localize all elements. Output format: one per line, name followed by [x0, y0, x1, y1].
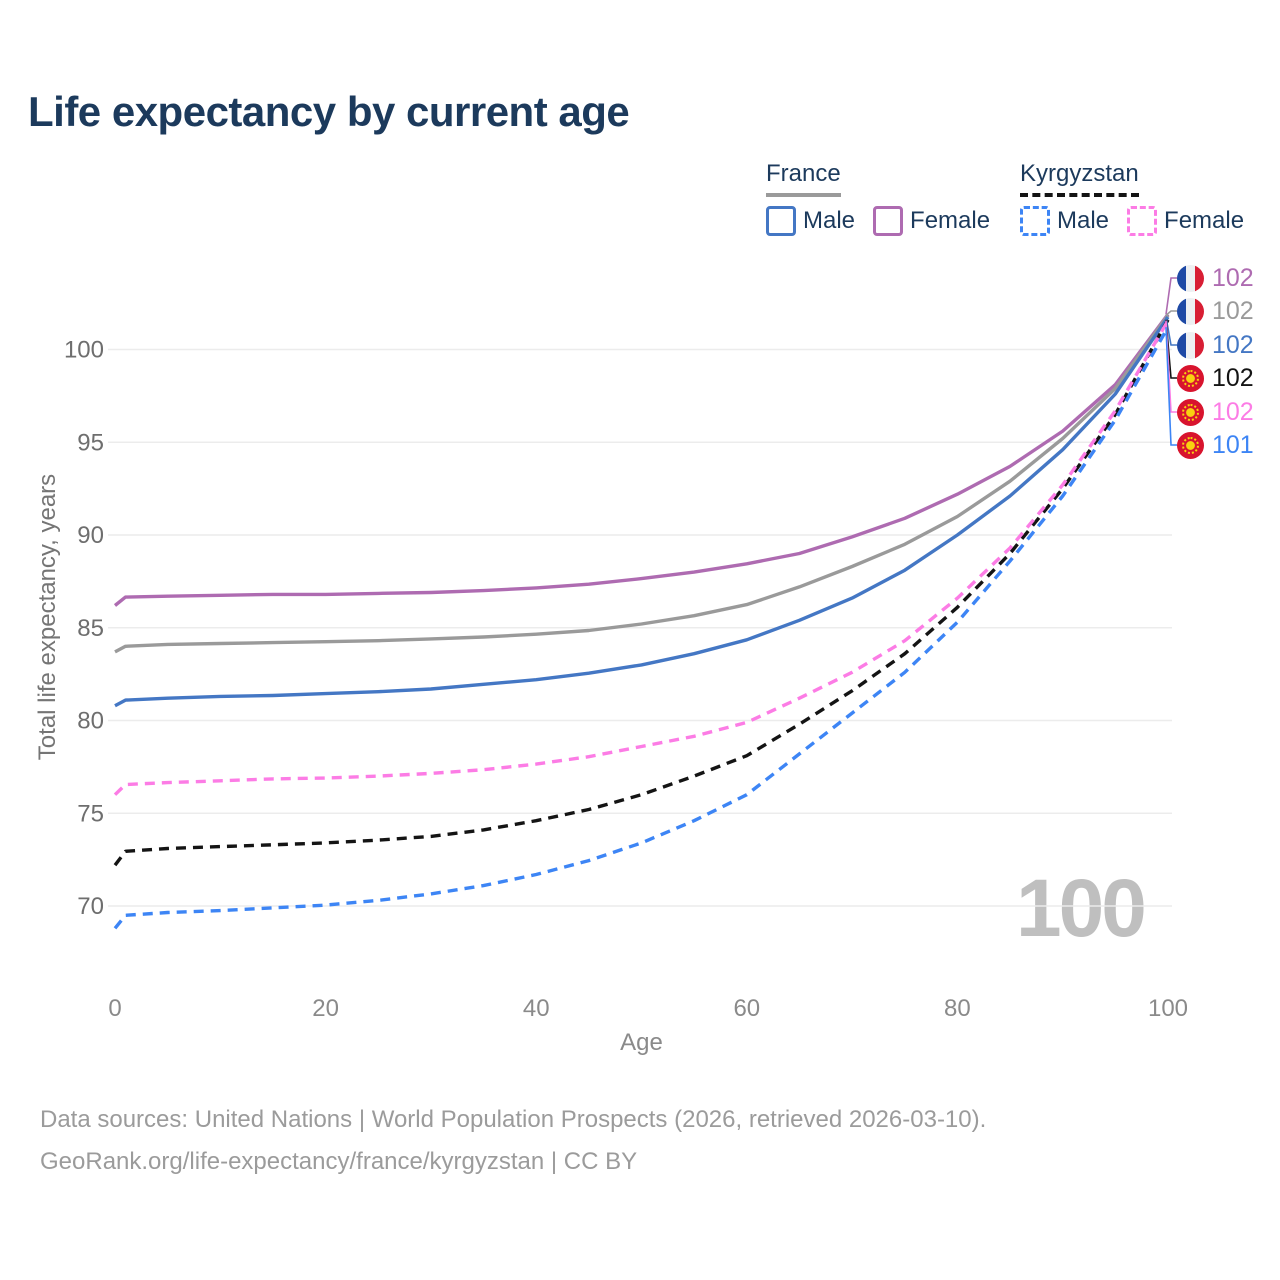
legend-country-label: France: [766, 160, 841, 197]
kyrgyzstan-sun-emblem: [1182, 437, 1199, 454]
legend-item-label: Female: [1164, 207, 1245, 234]
kyrgyzstan-flag-icon: [1177, 432, 1204, 459]
x-tick-20: 20: [312, 995, 339, 1022]
legend-item-france-male[interactable]: Male: [766, 206, 855, 236]
watermark-age-value: 100: [1016, 863, 1147, 954]
kyrgyzstan-flag-icon: [1177, 365, 1204, 392]
data-source-note: Data sources: United Nations | World Pop…: [40, 1106, 987, 1133]
legend-group-kyrgyzstan: Kyrgyzstan Male Female: [1020, 160, 1244, 236]
series-line-kyrgyzstan-male[interactable]: [113, 326, 1170, 930]
end-label-kyrgyzstan-total: 102: [1177, 364, 1254, 393]
leader-line-france-total: [1165, 310, 1177, 316]
series-line-kyrgyzstan-female[interactable]: [113, 319, 1170, 796]
end-label-france-male: 102: [1177, 331, 1254, 360]
legend-item-label: Male: [1057, 207, 1110, 234]
attribution-link: GeoRank.org/life-expectancy/france/kyrgy…: [40, 1148, 638, 1175]
y-tick-90: 90: [77, 522, 104, 549]
series-line-france-total[interactable]: [114, 314, 1170, 654]
end-label-kyrgyzstan-female: 102: [1177, 398, 1254, 427]
legend-item-france-female[interactable]: Female: [873, 206, 990, 236]
page-title: Life expectancy by current age: [28, 88, 630, 135]
kyrgyzstan-flag-icon: [1177, 399, 1204, 426]
france-flag-icon: [1177, 332, 1204, 359]
series-line-kyrgyzstan-total[interactable]: [113, 318, 1170, 867]
x-axis-title: Age: [620, 1029, 663, 1056]
end-value-france-male: 102: [1212, 331, 1254, 359]
legend-swatch-france-male[interactable]: [766, 206, 796, 236]
end-value-kyrgyzstan-male: 101: [1212, 431, 1254, 459]
leader-line-france-female: [1165, 277, 1177, 315]
kyrgyzstan-sun-emblem: [1182, 370, 1199, 387]
end-value-france-total: 102: [1212, 297, 1254, 325]
y-tick-70: 70: [77, 893, 104, 920]
legend-swatch-kyrgyzstan-male[interactable]: [1020, 206, 1050, 236]
series-line-france-male[interactable]: [114, 316, 1170, 708]
x-tick-100: 100: [1148, 995, 1188, 1022]
leader-line-france-male: [1165, 316, 1177, 346]
end-value-kyrgyzstan-total: 102: [1212, 364, 1254, 392]
legend-item-kyrgyzstan-female[interactable]: Female: [1127, 206, 1244, 236]
end-label-kyrgyzstan-male: 101: [1177, 431, 1254, 460]
kyrgyzstan-sun-emblem: [1182, 404, 1199, 421]
legend-group-france: France Male Female: [766, 160, 990, 236]
x-tick-40: 40: [523, 995, 550, 1022]
france-flag-icon: [1177, 265, 1204, 292]
y-tick-95: 95: [77, 429, 104, 456]
legend-item-label: Female: [910, 207, 991, 234]
x-tick-60: 60: [733, 995, 760, 1022]
end-value-kyrgyzstan-female: 102: [1212, 398, 1254, 426]
y-tick-100: 100: [64, 337, 104, 364]
series-line-france-female[interactable]: [113, 313, 1170, 607]
end-label-france-total: 102: [1177, 297, 1254, 326]
x-tick-80: 80: [944, 995, 971, 1022]
end-label-france-female: 102: [1177, 264, 1254, 293]
y-tick-85: 85: [77, 615, 104, 642]
end-value-france-female: 102: [1212, 264, 1254, 292]
y-tick-75: 75: [77, 800, 104, 827]
legend-item-kyrgyzstan-male[interactable]: Male: [1020, 206, 1109, 236]
legend-swatch-kyrgyzstan-female[interactable]: [1127, 206, 1158, 236]
legend-country-label: Kyrgyzstan: [1020, 160, 1139, 197]
x-tick-0: 0: [108, 995, 121, 1022]
france-flag-icon: [1177, 298, 1204, 325]
legend-swatch-france-female[interactable]: [873, 206, 904, 236]
legend-item-label: Male: [803, 207, 856, 234]
y-tick-80: 80: [77, 708, 104, 735]
leader-line-kyrgyzstan-male: [1165, 327, 1177, 446]
